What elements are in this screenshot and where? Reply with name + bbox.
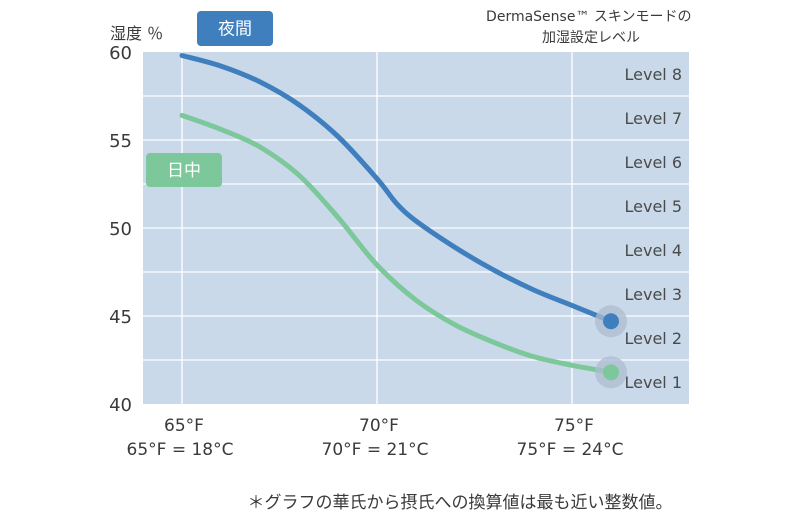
legend-tag-label: 夜間 — [218, 20, 252, 40]
y-tick-label: 45 — [109, 307, 132, 328]
end-marker — [603, 313, 619, 330]
y-tick-label: 55 — [109, 131, 132, 152]
series-line-day — [179, 112, 614, 375]
x-axis-ticks: 65°F 65°F = 18°C 70°F 70°F = 21°C 75°F 75°F =… — [127, 416, 624, 460]
x-tick-sublabel: 65°F = 18°C — [127, 440, 234, 460]
chart-title: DermaSense™ スキンモードの 加湿設定レベル — [486, 9, 696, 46]
level-label: Level 6 — [625, 153, 683, 172]
legend-tag-night — [197, 11, 273, 46]
level-label: Level 8 — [625, 65, 683, 84]
footnote: ＊グラフの華氏から摂氏への換算値は最も近い整数値。 — [248, 493, 673, 513]
level-label: Level 5 — [625, 197, 683, 216]
legend-tag-label: 日中 — [167, 161, 201, 181]
chart-title-line-2: 加湿設定レベル — [542, 30, 640, 46]
series-line-night — [179, 53, 614, 324]
level-label: Level 2 — [625, 329, 683, 348]
level-label: Level 3 — [625, 285, 683, 304]
series-layer — [179, 53, 627, 389]
x-tick-label: 65°F — [164, 416, 204, 436]
end-marker — [603, 364, 619, 381]
x-tick-sublabel: 70°F = 21°C — [322, 440, 429, 460]
legend-tag-day — [146, 153, 222, 187]
y-tick-label: 60 — [109, 43, 132, 64]
level-label: Level 7 — [625, 109, 683, 128]
level-label: Level 4 — [625, 241, 683, 260]
y-tick-label: 40 — [109, 395, 132, 416]
y-axis-ticks: 40 45 50 55 60 — [109, 43, 132, 416]
level-label: Level 1 — [625, 373, 683, 392]
y-axis-label: 湿度 ％ — [110, 24, 163, 43]
chart-title-line-1: DermaSense™ スキンモードの — [486, 9, 691, 25]
grid-layer — [143, 52, 689, 404]
level-labels: Level 1 Level 2 Level 3 Level 4 Level 5 Level… — [625, 65, 683, 392]
x-tick-label: 75°F — [554, 416, 594, 436]
x-tick-sublabel: 75°F = 24°C — [517, 440, 624, 460]
x-tick-label: 70°F — [359, 416, 399, 436]
y-tick-label: 50 — [109, 219, 132, 240]
